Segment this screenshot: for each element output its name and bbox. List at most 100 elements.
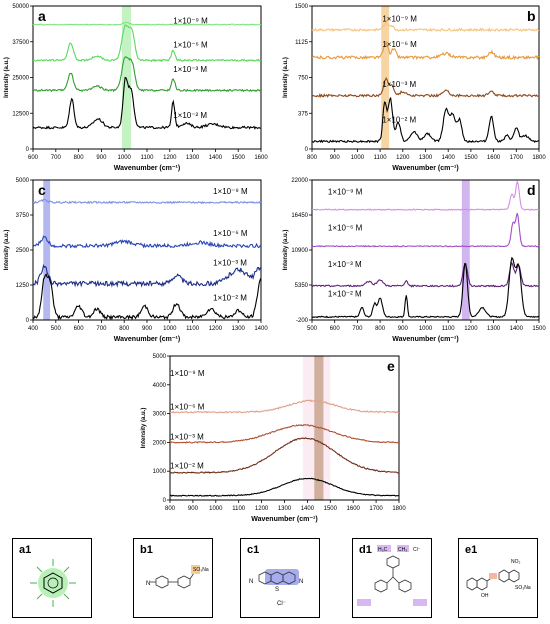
- series-label: 1×10⁻⁶ M: [213, 229, 248, 238]
- x-tick-label: 900: [398, 326, 409, 332]
- x-tick-label: 1800: [532, 155, 546, 161]
- y-tick-label: 10900: [291, 248, 308, 254]
- atom-label: S: [275, 587, 279, 593]
- x-tick-label: 1300: [419, 155, 433, 161]
- x-tick-label: 1300: [278, 506, 292, 512]
- atom-label: Cl⁻: [413, 547, 421, 553]
- spectrum-line-110M: [32, 56, 262, 93]
- y-tick-label: 1000: [153, 469, 167, 475]
- chart-panel-d: 500 600 700 800 900 1000 1100 1200 1300 1400 1500 -…: [283, 178, 546, 343]
- x-tick-label: 1400: [442, 155, 456, 161]
- molecule-label: a1: [19, 544, 31, 556]
- spectrum-line-110M: [32, 198, 262, 205]
- x-tick-label: 900: [142, 326, 153, 332]
- spectrum-line-110M: [311, 22, 540, 33]
- panel-letter: c: [38, 182, 46, 198]
- x-tick-label: 1500: [464, 155, 478, 161]
- x-tick-label: 900: [188, 506, 199, 512]
- y-tick-label: 1250: [16, 283, 30, 289]
- chart-panel-b: 800 900 1000 1100 1200 1300 1400 1500 1600 1700 18…: [283, 4, 546, 172]
- x-tick-label: 1600: [347, 506, 361, 512]
- y-axis-label: Intensity (a.u.): [4, 230, 10, 271]
- spectrum-line-110M: [32, 273, 262, 321]
- x-tick-label: 1400: [301, 506, 315, 512]
- x-tick-label: 1700: [510, 155, 524, 161]
- x-tick-label: 600: [74, 326, 85, 332]
- x-tick-label: 1100: [186, 326, 200, 332]
- atom-label: SO₃Na: [515, 585, 531, 591]
- plot-frame: [311, 179, 540, 321]
- molecule-panel-a1: a1: [12, 538, 92, 618]
- x-tick-label: 1100: [232, 506, 246, 512]
- chart-panel-c: 400 500 600 700 800 900 1000 1100 1200 1300 1400 0 1…: [4, 178, 268, 343]
- spectrum-line-110M: [311, 97, 540, 144]
- spectrum-line-110M: [311, 261, 540, 288]
- x-tick-label: 400: [28, 326, 39, 332]
- spectrum-line-110M: [32, 21, 262, 26]
- series-label: 1×10⁻³ M: [213, 258, 247, 267]
- x-tick-label: 500: [307, 326, 318, 332]
- peak-highlight-band: [461, 180, 470, 320]
- y-axis-label: Intensity (a.u.): [4, 57, 10, 98]
- y-tick-label: 3000: [153, 412, 167, 418]
- spectrum-line-110M: [32, 235, 262, 249]
- x-tick-label: 1400: [510, 326, 524, 332]
- y-tick-label: 16450: [291, 213, 308, 219]
- atom-label: NO₂: [511, 559, 521, 565]
- x-tick-label: 800: [307, 155, 318, 161]
- molecule-panel-b1: b1 N SO₃Na: [133, 538, 213, 618]
- y-tick-label: 5000: [153, 354, 167, 360]
- spectrum-line-110M: [311, 212, 540, 248]
- series-label: 1×10⁻² M: [382, 115, 416, 124]
- y-tick-label: 37500: [12, 40, 29, 46]
- x-tick-label: 1300: [186, 155, 200, 161]
- series-label: 1×10⁻⁹ M: [382, 14, 417, 23]
- x-tick-label: 1200: [255, 506, 269, 512]
- y-tick-label: 2500: [16, 248, 30, 254]
- x-tick-label: 900: [96, 155, 107, 161]
- y-tick-label: 22000: [291, 178, 308, 184]
- spectrum-line-110M: [32, 263, 262, 288]
- x-axis-label: Wavenumber (cm⁻¹): [392, 336, 458, 343]
- panel-letter: a: [38, 8, 46, 24]
- x-tick-label: 1100: [141, 155, 155, 161]
- molecule-panel-c1: c1 N S N Cl⁻: [240, 538, 320, 618]
- x-tick-label: 1300: [232, 326, 246, 332]
- y-tick-label: 1500: [295, 4, 309, 10]
- x-axis-label: Wavenumber (cm⁻¹): [392, 165, 458, 172]
- series-label: 1×10⁻⁹ M: [328, 188, 363, 197]
- series-label: 1×10⁻⁹ M: [173, 17, 208, 26]
- y-tick-label: 50000: [12, 4, 29, 10]
- x-tick-label: 800: [375, 326, 386, 332]
- panel-letter: d: [527, 182, 536, 198]
- series-label: 1×10⁻⁶ M: [382, 40, 417, 49]
- spectrum-line-110M: [311, 40, 540, 61]
- spectrum-line-110M: [170, 423, 399, 444]
- x-tick-label: 1200: [464, 326, 478, 332]
- y-axis-label: Intensity (a.u.): [283, 230, 289, 271]
- series-label: 1×10⁻³ M: [173, 65, 207, 74]
- series-label: 1×10⁻⁹ M: [170, 369, 205, 378]
- plot-frame: [311, 5, 540, 150]
- methylene-blue-structure: c1 N S N Cl⁻: [247, 544, 303, 607]
- peak-highlight-band: [121, 6, 132, 149]
- x-tick-label: 1000: [209, 506, 223, 512]
- spectrum-line-110M: [32, 76, 262, 130]
- series-label: 1×10⁻³ M: [170, 433, 204, 442]
- atom-label: N: [299, 579, 303, 585]
- y-tick-label: 5000: [16, 178, 30, 184]
- atom-label: SO₃Na: [193, 567, 209, 573]
- spectrum-line-110M: [169, 477, 400, 497]
- series-label: 1×10⁻³ M: [328, 260, 362, 269]
- y-tick-label: 375: [298, 111, 309, 117]
- series-label: 1×10⁻² M: [328, 290, 362, 299]
- chart-panel-a: 600 700 800 900 1000 1100 1200 1300 1400 1500 1600…: [4, 4, 268, 172]
- x-tick-label: 1500: [324, 506, 338, 512]
- x-tick-label: 700: [51, 155, 62, 161]
- molecule-panel-d1: d1 H₃C CH₃ Cl⁻: [352, 538, 432, 618]
- eriochrome-black-t-structure: e1 NO₂ OH SO₃Na: [465, 544, 531, 599]
- x-tick-label: 700: [352, 326, 363, 332]
- y-tick-label: 0: [26, 318, 30, 324]
- x-axis-label: Wavenumber (cm⁻¹): [251, 516, 317, 523]
